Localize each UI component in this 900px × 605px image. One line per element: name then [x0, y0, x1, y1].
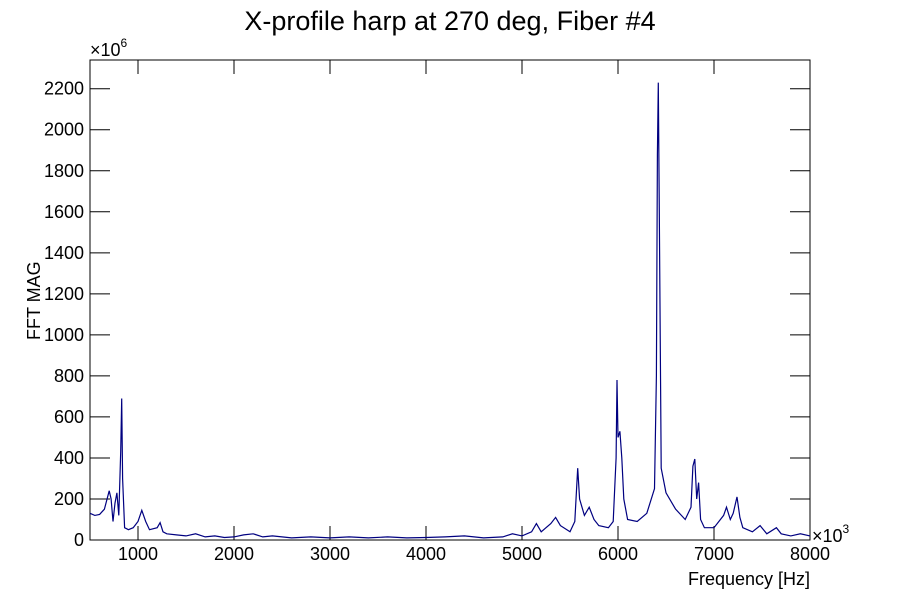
fft-line: [89, 82, 811, 539]
y-tick-label: 800: [54, 366, 84, 386]
x-multiplier-exp: 3: [843, 522, 850, 536]
x-tick-label: 2000: [214, 544, 254, 564]
x-tick-label: 8000: [790, 544, 830, 564]
y-tick-label: 1200: [44, 284, 84, 304]
y-multiplier-base: ×10: [90, 40, 121, 60]
x-tick-label: 1000: [118, 544, 158, 564]
x-tick-label: 3000: [310, 544, 350, 564]
y-multiplier-exp: 6: [121, 36, 128, 50]
y-tick-label: 2200: [44, 79, 84, 99]
y-tick-label: 400: [54, 448, 84, 468]
y-axis-label: FFT MAG: [24, 261, 44, 340]
y-tick-label: 1800: [44, 161, 84, 181]
x-multiplier-base: ×10: [812, 526, 843, 546]
chart-title: X-profile harp at 270 deg, Fiber #4: [244, 6, 655, 36]
x-tick-label: 6000: [598, 544, 638, 564]
x-multiplier: ×103: [812, 522, 850, 546]
y-tick-label: 1600: [44, 202, 84, 222]
y-tick-label: 1400: [44, 243, 84, 263]
x-axis-label: Frequency [Hz]: [688, 569, 810, 589]
x-tick-label: 5000: [502, 544, 542, 564]
plot-frame: [89, 59, 811, 541]
x-tick-label: 4000: [406, 544, 446, 564]
y-tick-label: 2000: [44, 120, 84, 140]
y-tick-label: 0: [74, 530, 84, 550]
y-tick-label: 1000: [44, 325, 84, 345]
x-tick-label: 7000: [694, 544, 734, 564]
y-tick-label: 600: [54, 407, 84, 427]
y-tick-label: 200: [54, 489, 84, 509]
y-multiplier: ×106: [90, 36, 128, 60]
